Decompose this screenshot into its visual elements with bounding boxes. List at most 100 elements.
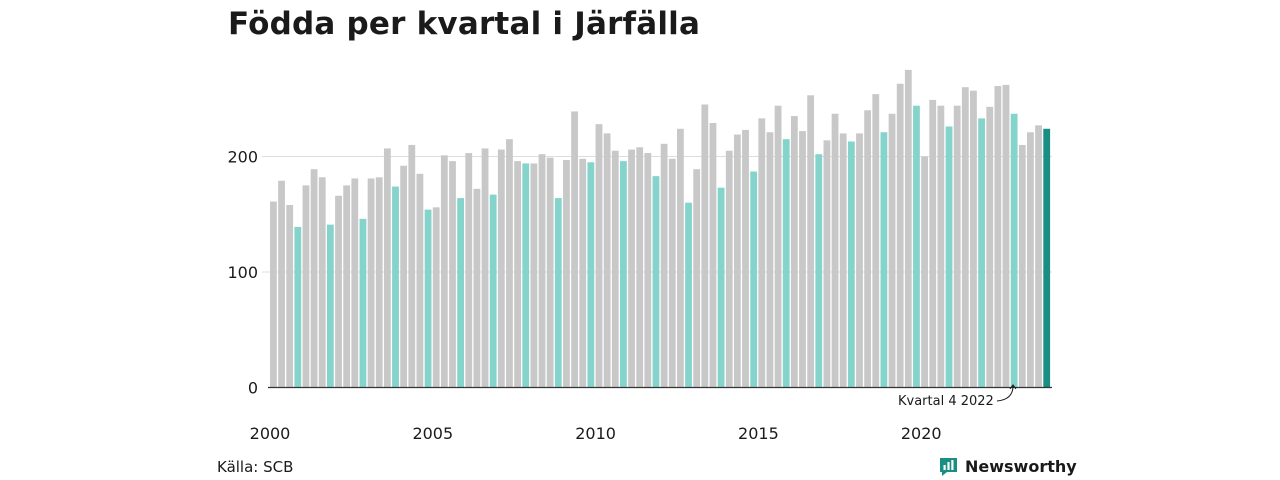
source-label: Källa: SCB — [217, 458, 294, 476]
bar-q4 — [652, 176, 660, 388]
bar — [1035, 125, 1042, 388]
bar — [758, 118, 766, 388]
bar — [506, 139, 513, 388]
bar — [677, 128, 684, 388]
bar — [1027, 132, 1034, 388]
bar-q4 — [782, 139, 790, 388]
bar — [953, 105, 961, 388]
bar — [839, 133, 847, 388]
bar — [481, 148, 489, 388]
bar-q4 — [359, 218, 367, 388]
bar — [310, 169, 318, 388]
bar — [343, 185, 351, 388]
bar — [335, 195, 342, 388]
bar — [473, 188, 481, 388]
bar — [383, 148, 391, 388]
bar — [856, 133, 863, 388]
bar — [823, 140, 831, 388]
bar — [318, 177, 326, 388]
annotation-arrowhead — [1009, 384, 1017, 390]
bar — [286, 205, 294, 388]
bar-q4 — [294, 226, 302, 388]
x-tick-label: 2000 — [250, 424, 291, 443]
x-tick-label: 2015 — [738, 424, 779, 443]
bar — [725, 150, 733, 388]
bar-q4 — [685, 202, 692, 388]
bar — [546, 157, 554, 388]
bar — [701, 104, 709, 388]
bars — [270, 69, 1051, 388]
bar-q4 — [880, 132, 888, 388]
bar-q4 — [913, 105, 920, 388]
x-tick-label: 2005 — [412, 424, 453, 443]
x-tick-label: 2010 — [575, 424, 616, 443]
bar-q4 — [750, 171, 758, 388]
bar — [790, 116, 798, 388]
bar-q4 — [554, 198, 562, 388]
bar — [563, 159, 570, 388]
bar — [970, 90, 977, 388]
bar-q4 — [587, 162, 595, 388]
y-axis-labels: 0 100 200 — [227, 148, 258, 398]
bar — [636, 147, 644, 388]
y-tick-label: 200 — [227, 148, 258, 167]
y-tick-label: 0 — [248, 379, 258, 398]
bar — [668, 158, 676, 388]
bar — [449, 161, 456, 388]
bar — [1002, 84, 1010, 388]
bar — [278, 180, 285, 388]
bar — [799, 131, 806, 388]
bar — [538, 154, 546, 388]
bar-q4 — [424, 209, 432, 388]
bar — [465, 153, 473, 388]
bar — [807, 95, 815, 388]
bar — [660, 143, 668, 388]
bar — [595, 124, 603, 388]
bar — [961, 87, 969, 388]
bar-latest — [1043, 128, 1051, 388]
bar-q4 — [945, 126, 953, 388]
bar — [408, 144, 416, 388]
bar — [579, 158, 587, 388]
bar — [994, 86, 1002, 388]
bar — [733, 134, 741, 388]
bar — [896, 83, 904, 388]
chart-title: Födda per kvartal i Järfälla — [228, 6, 701, 42]
bar — [497, 149, 505, 388]
bar-q4 — [815, 154, 823, 388]
bar-q4 — [717, 187, 725, 388]
brand-name: Newsworthy — [965, 457, 1077, 476]
bar — [367, 178, 375, 388]
bar — [644, 153, 652, 388]
bar — [872, 94, 880, 388]
bar — [709, 123, 717, 388]
bar — [432, 207, 440, 388]
bar-q4 — [326, 224, 334, 388]
bar — [929, 99, 937, 388]
bar — [530, 163, 538, 388]
bar — [921, 156, 928, 388]
bar — [375, 177, 383, 388]
bar — [611, 150, 619, 388]
bar — [416, 173, 424, 388]
bar — [937, 105, 945, 388]
bar — [571, 111, 578, 388]
bar-q4 — [489, 194, 497, 388]
y-tick-label: 100 — [227, 263, 258, 282]
bar — [514, 161, 521, 388]
bar — [864, 110, 872, 388]
bar — [742, 129, 749, 388]
bar — [904, 69, 912, 388]
bar-q4 — [522, 163, 530, 388]
x-tick-label: 2020 — [901, 424, 942, 443]
bar — [888, 113, 896, 388]
annotation-arrow — [996, 385, 1014, 402]
bar — [1018, 144, 1026, 388]
bar — [831, 113, 839, 388]
bar — [351, 178, 359, 388]
bar-q4 — [978, 118, 985, 388]
bar — [270, 201, 277, 388]
bar — [774, 105, 782, 388]
bar — [400, 165, 408, 388]
annotation-label: Kvartal 4 2022 — [898, 394, 994, 409]
